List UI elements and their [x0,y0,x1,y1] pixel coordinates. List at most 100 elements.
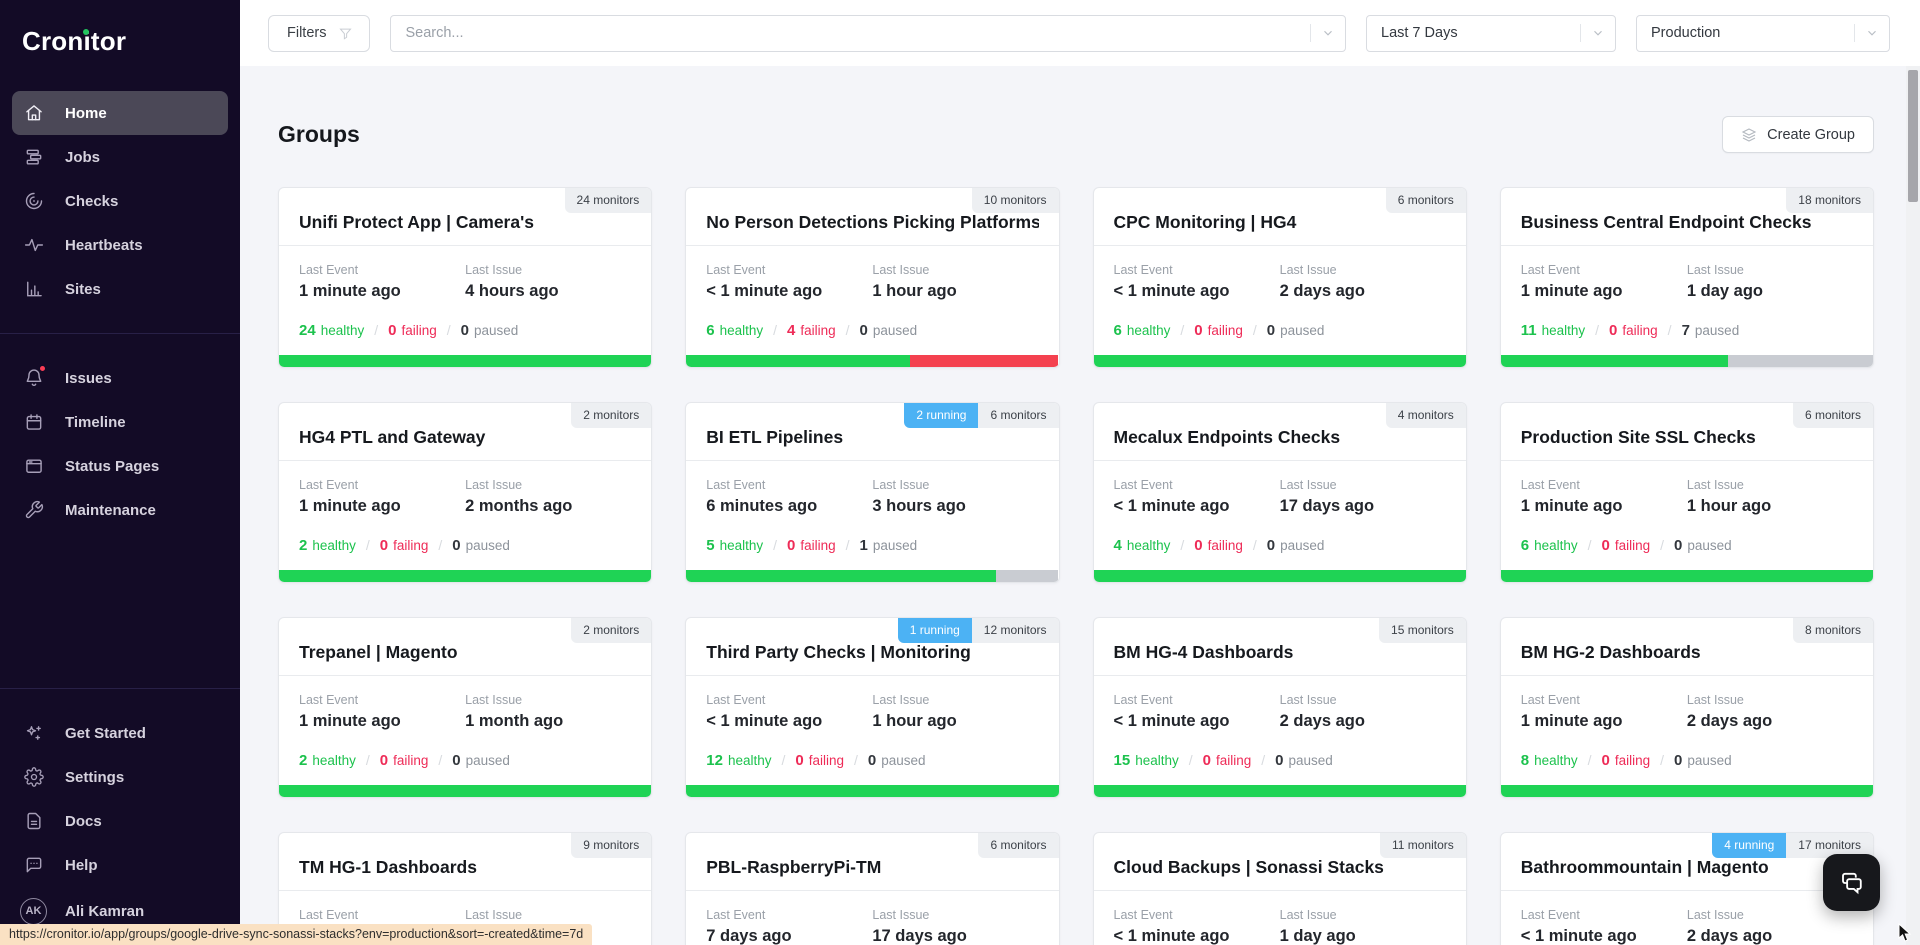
last-event-label: Last Event [299,908,359,922]
failing-count: 0 failing [1203,752,1252,769]
last-event-column: Last Event 1 minute ago [299,263,465,301]
cronitor-logo[interactable]: Cronitor [22,26,240,57]
healthy-number: 6 [1113,322,1122,339]
sidebar-item-status-pages[interactable]: Status Pages [0,444,240,488]
sidebar-item-checks[interactable]: Checks [0,179,240,223]
healthy-bar-segment [1093,785,1466,797]
card-body: Last Event Last Issue [279,891,651,927]
paused-count: 0 paused [1674,752,1732,769]
sidebar-item-sites[interactable]: Sites [0,267,240,311]
sidebar-item-home[interactable]: Home [12,91,228,135]
time-range-value: Last 7 Days [1381,25,1458,41]
status-separator: / [781,752,786,768]
group-title: Unifi Protect App | Camera's [299,212,534,232]
last-event-label: Last Event [299,693,359,707]
last-event-value: < 1 minute ago [706,712,823,730]
paused-count: 0 paused [1267,322,1325,339]
group-card-no-person-detections-picking-platforms[interactable]: 10 monitors No Person Detections Picking … [685,187,1060,368]
last-event-label: Last Event [1520,908,1580,922]
status-separator: / [1180,537,1185,553]
paused-label: paused [881,753,926,768]
healthy-number: 15 [1113,752,1131,769]
failing-label: failing [393,538,429,553]
groups-grid: 24 monitors Unifi Protect App | Camera's L… [278,187,1874,945]
last-event-value: 7 days ago [706,927,792,945]
sidebar-item-label: Jobs [65,148,101,166]
environment-select[interactable]: Production [1636,14,1890,52]
group-card-third-party-checks-monitoring[interactable]: 1 running 12 monitors Third Party Checks |… [685,617,1060,798]
group-card-cpc-monitoring-hg4[interactable]: 6 monitors CPC Monitoring | HG4 Last Event… [1092,187,1467,368]
sidebar-item-settings[interactable]: Settings [0,755,240,799]
card-badges: 6 monitors [1792,403,1873,428]
healthy-label: healthy [312,753,356,768]
group-title: Bathroommountain | Magento [1520,857,1769,877]
sidebar-item-timeline[interactable]: Timeline [0,400,240,444]
last-event-label: Last Event [706,478,766,492]
monitors-badge: 24 monitors [564,188,652,213]
sidebar-footer-divider [0,688,240,689]
sidebar-item-label: Maintenance [65,501,156,519]
last-issue-label: Last Issue [1686,478,1744,492]
group-card-bi-etl-pipelines[interactable]: 2 running 6 monitors BI ETL Pipelines Last … [685,402,1060,583]
last-event-column: Last Event 7 days ago [706,908,872,945]
sidebar-item-label: Docs [65,812,102,830]
card-body: Last Event 7 days ago Last Issue 17 days ag… [686,891,1058,945]
group-card-bm-hg-4-dashboards[interactable]: 15 monitors BM HG-4 Dashboards Last Event <… [1092,617,1467,798]
time-range-select[interactable]: Last 7 Days [1366,14,1616,52]
last-event-label: Last Event [1113,263,1173,277]
healthy-bar-segment [279,570,652,582]
status-separator: / [773,322,778,338]
last-event-column: Last Event 6 minutes ago [706,478,872,516]
sidebar-item-issues[interactable]: Issues [0,356,240,400]
group-card-mecalux-endpoints-checks[interactable]: 4 monitors Mecalux Endpoints Checks Last E… [1092,402,1467,583]
monitors-badge: 6 monitors [1385,188,1466,213]
last-issue-column: Last Issue 1 day ago [1687,263,1853,301]
failing-number: 0 [1194,537,1203,554]
group-title: Production Site SSL Checks [1520,427,1756,447]
last-issue-column: Last Issue 1 month ago [465,693,631,731]
group-card-trepanel-magento[interactable]: 2 monitors Trepanel | Magento Last Event 1 … [278,617,653,798]
last-event-value: 1 minute ago [299,282,401,300]
last-event-label: Last Event [1113,908,1173,922]
filters-button[interactable]: Filters [268,14,371,52]
card-badges: 4 monitors [1385,403,1466,428]
sites-icon [24,279,44,299]
group-card-pbl-raspberrypi-tm[interactable]: 6 monitors PBL-RaspberryPi-TM Last Event 7 … [685,832,1060,945]
card-header: Bathroommountain | Magento [1500,833,1873,891]
failing-count: 0 failing [795,752,844,769]
last-event-label: Last Event [299,263,359,277]
sidebar-item-docs[interactable]: Docs [0,799,240,843]
search-chevron-down-icon[interactable] [1311,26,1345,40]
card-header: CPC Monitoring | HG4 [1093,188,1466,246]
paused-number: 0 [1266,322,1276,339]
scrollbar-track[interactable] [1906,66,1920,945]
status-separator: / [446,322,451,338]
group-card-cloud-backups-sonassi-stacks[interactable]: 11 monitors Cloud Backups | Sonassi Stack… [1092,832,1467,945]
create-group-button[interactable]: Create Group [1722,116,1874,153]
sidebar-item-help[interactable]: Help [0,843,240,887]
chat-fab-button[interactable] [1823,854,1880,911]
sidebar-item-maintenance[interactable]: Maintenance [0,488,240,532]
paused-number: 0 [1674,752,1683,769]
group-card-bm-hg-2-dashboards[interactable]: 8 monitors BM HG-2 Dashboards Last Event 1 … [1499,617,1874,798]
group-card-business-central-endpoint-checks[interactable]: 18 monitors Business Central Endpoint Che… [1499,187,1874,368]
sidebar-spacer [0,532,240,666]
search-input[interactable] [391,25,1310,41]
group-card-unifi-protect-app-camera-s[interactable]: 24 monitors Unifi Protect App | Camera's L… [278,187,653,368]
sidebar-item-get-started[interactable]: Get Started [0,711,240,755]
group-card-production-site-ssl-checks[interactable]: 6 monitors Production Site SSL Checks Last… [1499,402,1874,583]
scrollbar-thumb[interactable] [1908,70,1918,202]
monitors-badge: 6 monitors [978,403,1059,428]
sidebar-item-jobs[interactable]: Jobs [0,135,240,179]
document-icon [24,811,44,831]
card-body: Last Event < 1 minute ago Last Issue 1 hour… [686,246,1058,339]
healthy-label: healthy [719,538,764,553]
group-card-hg4-ptl-and-gateway[interactable]: 2 monitors HG4 PTL and Gateway Last Event 1… [278,402,653,583]
checks-icon [24,191,44,211]
page-title: Groups [278,121,360,147]
group-card-bathroommountain-magento[interactable]: 4 running 17 monitors Bathroommountain | M… [1499,832,1874,945]
last-event-label: Last Event [1113,478,1173,492]
sidebar-item-heartbeats[interactable]: Heartbeats [0,223,240,267]
card-body: Last Event 1 minute ago Last Issue 1 day ag… [1501,246,1873,339]
card-header: Business Central Endpoint Checks [1500,188,1873,246]
